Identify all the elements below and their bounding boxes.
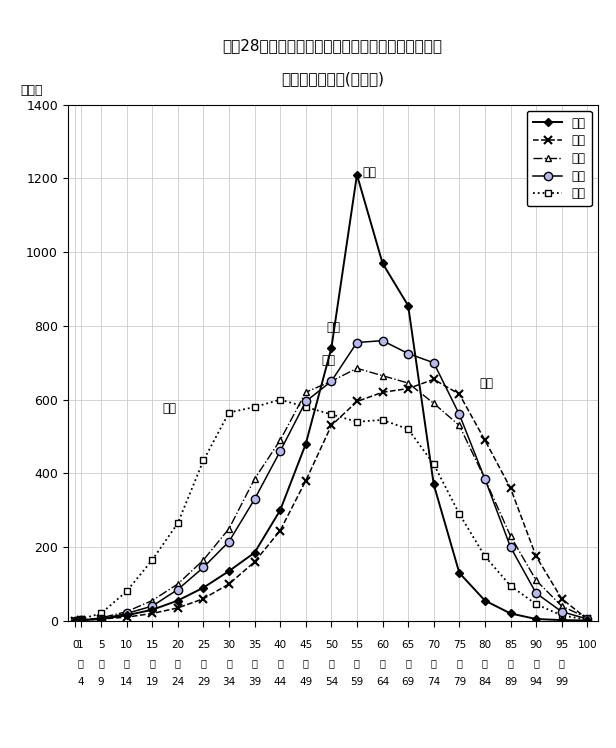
Text: 社会: 社会 bbox=[480, 376, 494, 390]
Text: 24: 24 bbox=[171, 677, 184, 687]
Text: 〜: 〜 bbox=[559, 658, 565, 668]
Text: 〜: 〜 bbox=[328, 658, 334, 668]
Text: 60: 60 bbox=[376, 640, 389, 651]
Text: 〜: 〜 bbox=[98, 658, 104, 668]
Legend: 国語, 社会, 数学, 理科, 英語: 国語, 社会, 数学, 理科, 英語 bbox=[527, 111, 591, 206]
Text: 25: 25 bbox=[197, 640, 210, 651]
Text: 10: 10 bbox=[120, 640, 133, 651]
Text: 59: 59 bbox=[351, 677, 363, 687]
Text: 平成28年度群馬県公立高等学校入学者選抜学力検査: 平成28年度群馬県公立高等学校入学者選抜学力検査 bbox=[222, 38, 443, 53]
Text: 9: 9 bbox=[98, 677, 104, 687]
Text: 90: 90 bbox=[530, 640, 543, 651]
Text: 教科別得点分布(受検者): 教科別得点分布(受検者) bbox=[281, 72, 384, 87]
Text: 69: 69 bbox=[402, 677, 415, 687]
Text: 〜: 〜 bbox=[78, 658, 84, 668]
Text: 〜: 〜 bbox=[354, 658, 360, 668]
Text: 99: 99 bbox=[555, 677, 569, 687]
Text: 40: 40 bbox=[274, 640, 286, 651]
Text: 44: 44 bbox=[274, 677, 287, 687]
Text: 〜: 〜 bbox=[277, 658, 283, 668]
Text: 〜: 〜 bbox=[226, 658, 232, 668]
Text: 20: 20 bbox=[171, 640, 184, 651]
Text: 94: 94 bbox=[530, 677, 543, 687]
Text: 1: 1 bbox=[77, 640, 84, 651]
Text: 英語: 英語 bbox=[163, 402, 176, 415]
Text: 〜: 〜 bbox=[431, 658, 437, 668]
Text: 75: 75 bbox=[453, 640, 466, 651]
Text: 35: 35 bbox=[248, 640, 261, 651]
Text: 49: 49 bbox=[299, 677, 312, 687]
Text: 89: 89 bbox=[504, 677, 517, 687]
Text: 〜: 〜 bbox=[252, 658, 257, 668]
Text: 70: 70 bbox=[427, 640, 440, 651]
Text: 0: 0 bbox=[72, 640, 79, 651]
Text: 〜: 〜 bbox=[456, 658, 462, 668]
Text: 19: 19 bbox=[145, 677, 159, 687]
Text: 〜: 〜 bbox=[482, 658, 488, 668]
Text: 〜: 〜 bbox=[533, 658, 539, 668]
Text: 80: 80 bbox=[479, 640, 492, 651]
Text: 〜: 〜 bbox=[379, 658, 386, 668]
Text: 14: 14 bbox=[120, 677, 133, 687]
Text: 〜: 〜 bbox=[405, 658, 411, 668]
Text: 65: 65 bbox=[402, 640, 415, 651]
Text: 55: 55 bbox=[351, 640, 363, 651]
Text: 〜: 〜 bbox=[303, 658, 309, 668]
Text: 国語: 国語 bbox=[362, 166, 376, 180]
Text: 34: 34 bbox=[222, 677, 235, 687]
Text: 〜: 〜 bbox=[508, 658, 514, 668]
Text: 数学: 数学 bbox=[321, 355, 335, 367]
Text: 50: 50 bbox=[325, 640, 338, 651]
Text: 54: 54 bbox=[325, 677, 338, 687]
Text: 45: 45 bbox=[299, 640, 312, 651]
Text: 84: 84 bbox=[478, 677, 492, 687]
Text: 79: 79 bbox=[453, 677, 466, 687]
Text: 30: 30 bbox=[222, 640, 235, 651]
Text: 理科: 理科 bbox=[326, 321, 340, 334]
Text: 〜: 〜 bbox=[200, 658, 206, 668]
Text: 85: 85 bbox=[504, 640, 517, 651]
Text: 4: 4 bbox=[77, 677, 84, 687]
Text: 95: 95 bbox=[555, 640, 569, 651]
Text: 〜: 〜 bbox=[175, 658, 180, 668]
Text: 29: 29 bbox=[197, 677, 210, 687]
Text: 39: 39 bbox=[248, 677, 261, 687]
Text: 74: 74 bbox=[427, 677, 440, 687]
Text: 15: 15 bbox=[145, 640, 159, 651]
Text: 〜: 〜 bbox=[124, 658, 129, 668]
Text: 100: 100 bbox=[577, 640, 597, 651]
Text: 〜: 〜 bbox=[149, 658, 155, 668]
Text: 64: 64 bbox=[376, 677, 389, 687]
Text: （人）: （人） bbox=[20, 84, 43, 97]
Text: 5: 5 bbox=[98, 640, 104, 651]
